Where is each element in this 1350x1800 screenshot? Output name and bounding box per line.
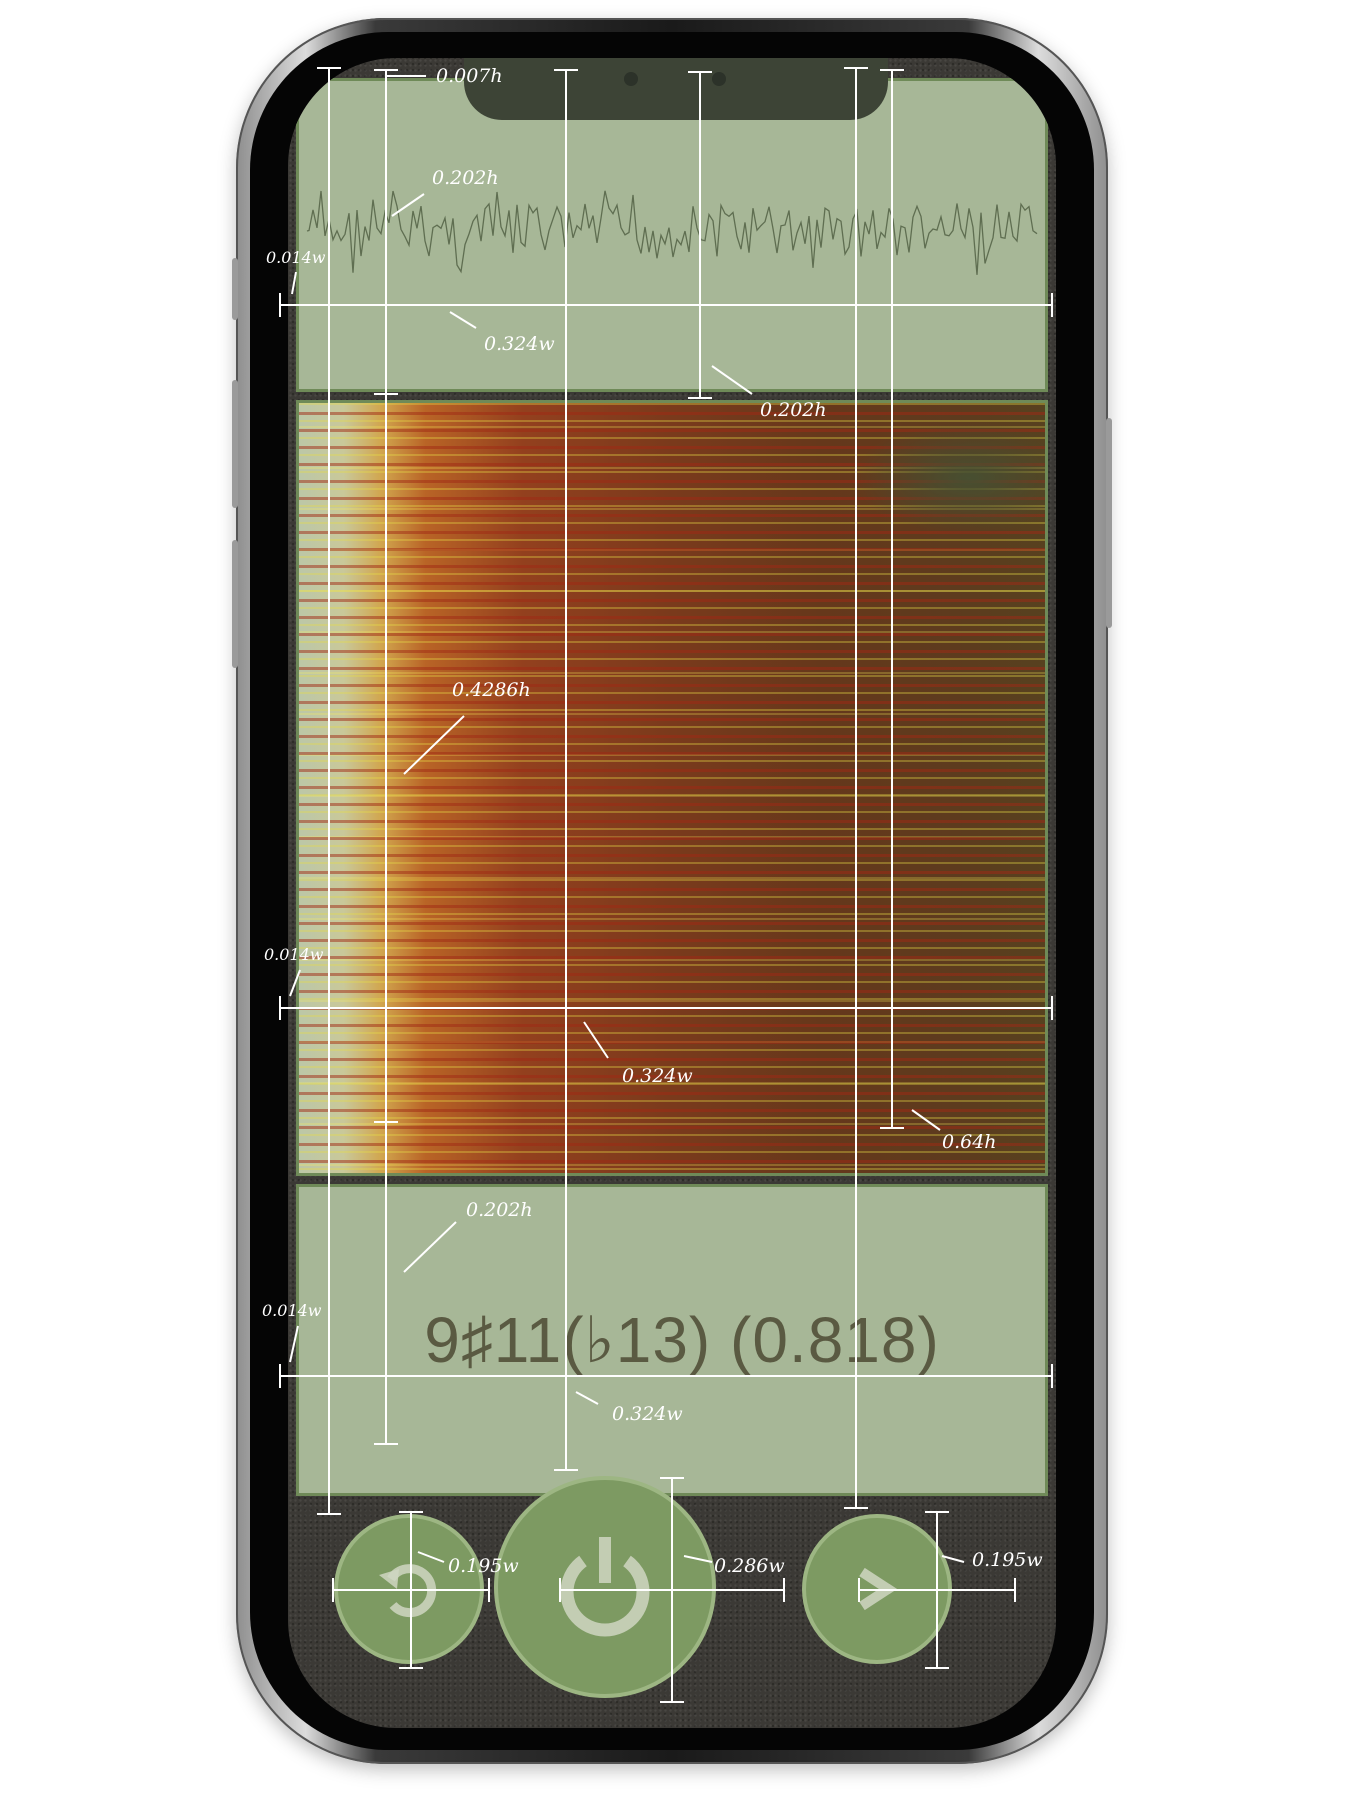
- next-button[interactable]: [802, 1514, 952, 1664]
- camera-icon: [712, 72, 726, 86]
- chord-readout: 9♯11(♭13) (0.818): [424, 1303, 940, 1376]
- power-button[interactable]: [494, 1476, 716, 1698]
- reset-button[interactable]: [334, 1514, 484, 1664]
- chevron-right-icon: [859, 1567, 898, 1611]
- waveform-trace: [306, 190, 1038, 275]
- volume-down-button: [232, 540, 238, 668]
- rotate-ccw-icon: [379, 1564, 437, 1618]
- spectrogram-dark-region: [855, 423, 1045, 533]
- volume-up-button: [232, 380, 238, 508]
- display-notch: [464, 58, 888, 120]
- side-button: [1106, 418, 1112, 628]
- app-screen: 9♯11(♭13) (0.818): [288, 58, 1056, 1728]
- chord-panel: 9♯11(♭13) (0.818): [296, 1184, 1048, 1496]
- waveform-panel: [296, 78, 1048, 392]
- silent-switch: [232, 258, 238, 320]
- power-icon: [560, 1537, 650, 1637]
- spectrogram-panel: [296, 400, 1048, 1176]
- speaker-dot: [624, 72, 638, 86]
